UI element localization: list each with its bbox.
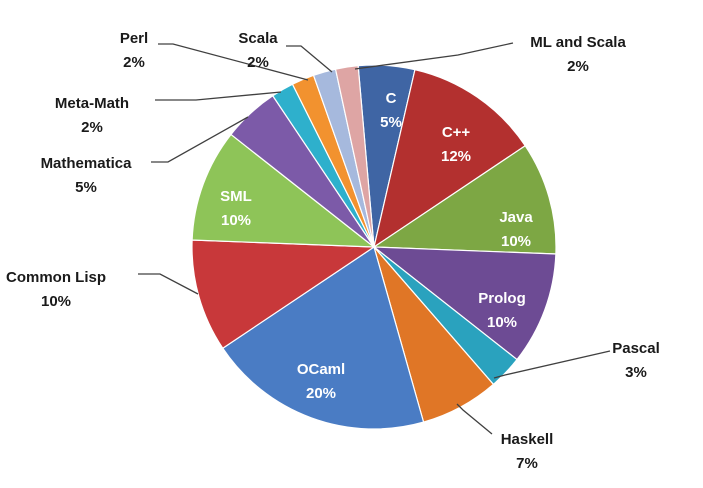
slice-name-text: SML: [220, 188, 252, 205]
leader-lines: [138, 42, 611, 435]
slice-percent-text: 2%: [247, 54, 269, 71]
slice-label-meta-math: Meta-Math 2%: [55, 95, 129, 136]
slice-name-text: C: [386, 90, 397, 107]
slice-label-perl: Perl 2%: [120, 30, 148, 71]
leader-line-ml-and-scala: [354, 42, 514, 70]
pie-slice-prolog: [372, 246, 557, 361]
leader-line-haskell: [456, 403, 493, 435]
leader-line-meta-math: [155, 91, 282, 101]
slice-name-text: Scala: [238, 30, 278, 47]
slice-label-haskell: Haskell 7%: [501, 431, 554, 472]
slice-label-ml-and-scala: ML and Scala 2%: [530, 34, 626, 75]
slice-label-java: Java 10%: [499, 209, 533, 250]
pie-slice-ml-and-scala: [334, 65, 375, 248]
slice-name-text: Common Lisp: [6, 269, 106, 286]
slice-label-prolog: Prolog 10%: [478, 290, 526, 331]
leader-line-common-lisp: [138, 273, 199, 295]
pie-slice-c: [373, 68, 527, 249]
slice-percent-text: 2%: [567, 58, 589, 75]
pie-slice-java: [372, 144, 557, 255]
leader-line-scala: [286, 45, 333, 73]
slice-label-ocaml: OCaml 20%: [297, 361, 345, 402]
leader-line-pascal: [493, 350, 611, 379]
slice-name-text: Prolog: [478, 290, 526, 307]
slice-percent-text: 10%: [221, 212, 251, 229]
slice-percent-text: 3%: [625, 364, 647, 381]
slice-label-common-lisp: Common Lisp 10%: [6, 269, 106, 310]
slice-name-text: Java: [499, 209, 533, 226]
slice-percent-text: 2%: [81, 119, 103, 136]
slice-name-text: Pascal: [612, 340, 660, 357]
slice-name-text: Perl: [120, 30, 148, 47]
slice-name-text: ML and Scala: [530, 34, 626, 51]
slice-name-text: Haskell: [501, 431, 554, 448]
pie-slice-sml: [191, 133, 376, 248]
slice-label-scala: Scala 2%: [238, 30, 278, 71]
slice-percent-text: 12%: [441, 148, 471, 165]
slice-percent-text: 10%: [41, 293, 71, 310]
leader-line-perl: [158, 43, 309, 81]
pie-slice-common-lisp: [191, 239, 376, 350]
pie-slices: [191, 64, 557, 430]
slice-name-text: OCaml: [297, 361, 345, 378]
slice-label-c: C 5%: [380, 90, 402, 131]
slice-percent-text: 2%: [123, 54, 145, 71]
slice-percent-text: 7%: [516, 455, 538, 472]
slice-percent-text: 5%: [380, 114, 402, 131]
slice-label-c: C++ 12%: [441, 124, 471, 165]
slice-percent-text: 20%: [306, 385, 336, 402]
slice-name-text: Meta-Math: [55, 95, 129, 112]
slice-label-sml: SML 10%: [220, 188, 252, 229]
slice-name-text: C++: [442, 124, 471, 141]
slice-name-text: Mathematica: [41, 155, 133, 172]
slice-label-mathematica: Mathematica 5%: [41, 155, 133, 196]
slice-percent-text: 10%: [487, 314, 517, 331]
slice-labels: C 5% C++ 12% Java 10% Prolog 10% Pascal 3% Haskell…: [6, 30, 660, 472]
pie-slice-ocaml: [221, 246, 425, 430]
slice-label-pascal: Pascal 3%: [612, 340, 660, 381]
leader-line-mathematica: [151, 116, 249, 163]
slice-percent-text: 5%: [75, 179, 97, 196]
slice-percent-text: 10%: [501, 233, 531, 250]
